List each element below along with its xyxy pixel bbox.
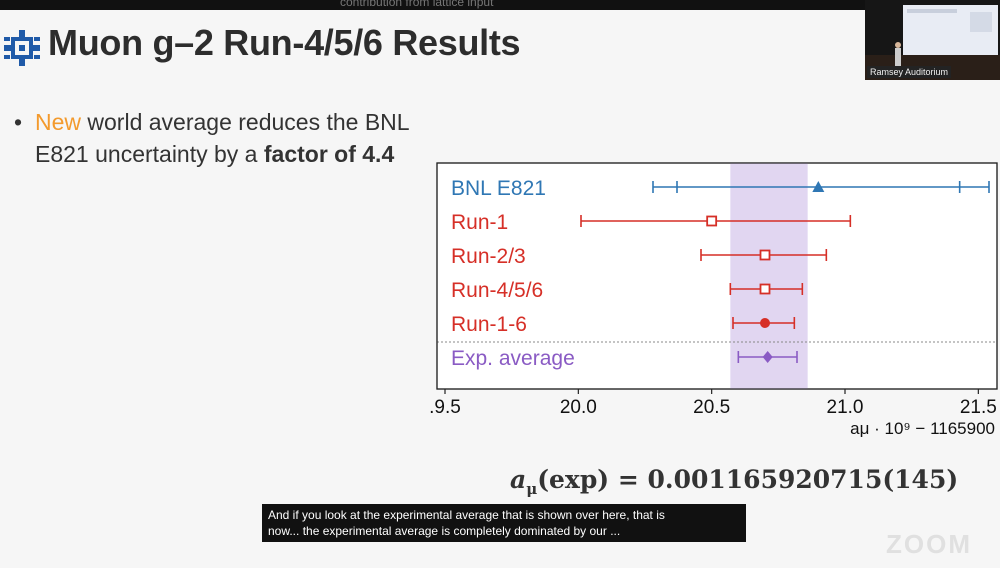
bullet-point: • New world average reduces the BNL E821… — [14, 106, 414, 170]
formula-symbol: a — [510, 465, 527, 494]
bullet-dot: • — [14, 109, 23, 135]
marker-bnl-e821 — [812, 181, 825, 192]
series-label-run-1-6: Run-1-6 — [451, 313, 527, 336]
x-tick-label-2: 20.5 — [693, 397, 730, 418]
x-tick-label-4: 21.5 — [960, 397, 997, 418]
marker-run-2-3 — [759, 249, 771, 261]
formula-argument: (exp) — [537, 465, 610, 494]
marker-run-1-6 — [760, 318, 770, 328]
x-axis-label: aμ · 10⁹ − 1165900 — [850, 419, 995, 438]
subtitle-caption: And if you look at the experimental aver… — [262, 504, 746, 542]
bullet-highlight: New — [35, 109, 82, 135]
series-label-run-1: Run-1 — [451, 211, 508, 234]
marker-run-4-5-6 — [759, 283, 771, 295]
series-label-run-4-5-6: Run-4/5/6 — [451, 279, 543, 302]
speaker-video-thumbnail[interactable]: Ramsey Auditorium — [865, 0, 1000, 80]
video-location-label: Ramsey Auditorium — [867, 66, 952, 78]
marker-run-1 — [706, 215, 718, 227]
slide: Muon g–2 Run-4/5/6 Results • New world a… — [0, 10, 1000, 568]
slide-title: Muon g–2 Run-4/5/6 Results — [48, 22, 521, 63]
series-label-bnl-e821: BNL E821 — [451, 177, 546, 200]
caption-line-1: And if you look at the experimental aver… — [268, 508, 665, 522]
formula-value: = 0.001165920715(145) — [609, 465, 959, 494]
marker-exp-average — [762, 351, 773, 363]
bullet-bold: factor of 4.4 — [263, 141, 395, 167]
top-bar-text: contribution from lattice input — [340, 0, 494, 9]
series-label-exp-average: Exp. average — [451, 347, 575, 370]
experimental-value-formula: aμ(exp) = 0.001165920715(145) — [510, 465, 959, 498]
x-tick-label-0: .9.5 — [429, 397, 461, 418]
bullet-text: New world average reduces the BNL E821 u… — [35, 106, 414, 170]
g-minus-2-comparison-chart: BNL E821 Run-1 Run-2/3 Run-4/5/6 Run-1-6 Exp.… — [429, 162, 998, 438]
plot-frame-border — [436, 162, 998, 390]
average-uncertainty-band — [730, 163, 808, 389]
x-tick-label-1: 20.0 — [560, 397, 597, 418]
zoom-watermark: ZOOM — [886, 529, 972, 559]
x-tick-label-3: 21.0 — [827, 397, 864, 418]
bullet-body: world average reduces the BNL E821 uncer… — [35, 109, 409, 167]
fermilab-logo-icon — [4, 30, 40, 66]
formula-subscript: μ — [526, 480, 538, 498]
caption-line-2: now... the experimental average is compl… — [268, 524, 621, 538]
series-label-run-2-3: Run-2/3 — [451, 245, 526, 268]
top-bar: contribution from lattice input — [0, 0, 1000, 10]
